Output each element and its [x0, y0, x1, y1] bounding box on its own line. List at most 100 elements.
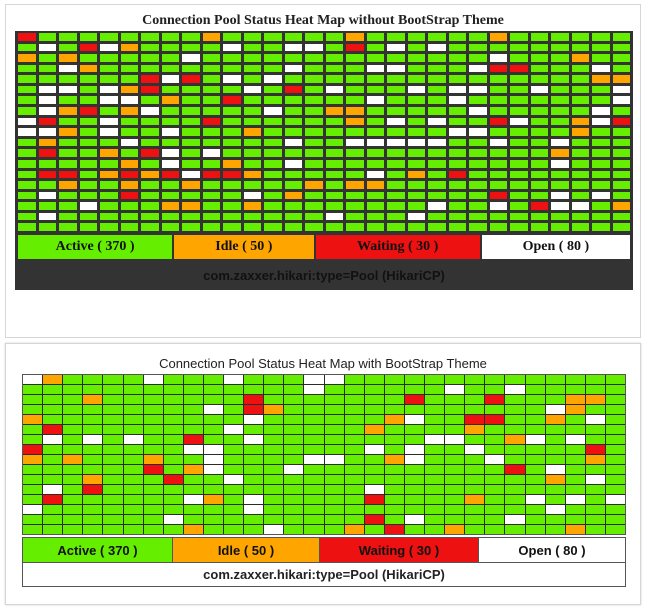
idle-cell	[305, 181, 323, 189]
active-cell	[530, 212, 548, 221]
active-cell	[59, 212, 77, 221]
open-cell	[592, 64, 610, 73]
active-cell	[489, 85, 507, 94]
open-cell	[203, 455, 223, 464]
open-cell	[203, 465, 223, 474]
active-cell	[103, 385, 123, 394]
active-cell	[18, 181, 36, 189]
active-cell	[325, 149, 343, 157]
active-cell	[571, 138, 589, 147]
open-cell	[100, 96, 118, 105]
active-cell	[38, 64, 56, 73]
open-cell	[510, 117, 528, 126]
active-cell	[489, 128, 507, 136]
active-cell	[612, 33, 630, 41]
active-cell	[43, 525, 63, 534]
active-cell	[571, 149, 589, 157]
idle-cell	[161, 96, 179, 105]
active-cell	[469, 170, 487, 179]
active-cell	[489, 75, 507, 83]
active-cell	[141, 33, 159, 41]
active-cell	[387, 128, 405, 136]
active-cell	[565, 375, 585, 384]
open-cell	[445, 435, 465, 444]
active-cell	[366, 191, 384, 200]
active-cell	[324, 435, 344, 444]
active-cell	[428, 75, 446, 83]
open-cell	[387, 117, 405, 126]
open-cell	[23, 375, 43, 384]
active-cell	[23, 395, 43, 404]
panel-title: Connection Pool Status Heat Map with Boo…	[159, 356, 487, 371]
active-cell	[120, 223, 138, 231]
open-cell	[182, 170, 200, 179]
active-cell	[264, 375, 284, 384]
active-cell	[407, 43, 425, 52]
active-cell	[407, 64, 425, 73]
active-cell	[428, 128, 446, 136]
waiting-cell	[505, 465, 525, 474]
active-cell	[571, 33, 589, 41]
open-cell	[59, 85, 77, 94]
active-cell	[100, 33, 118, 41]
idle-cell	[63, 455, 83, 464]
active-cell	[264, 54, 282, 62]
active-cell	[428, 107, 446, 115]
open-cell	[143, 375, 163, 384]
active-cell	[163, 375, 183, 384]
active-cell	[264, 465, 284, 474]
active-cell	[79, 149, 97, 157]
active-cell	[141, 191, 159, 200]
open-cell	[223, 43, 241, 52]
active-cell	[344, 455, 364, 464]
active-cell	[264, 445, 284, 454]
active-cell	[448, 212, 466, 221]
active-cell	[605, 405, 625, 414]
active-cell	[592, 159, 610, 168]
active-cell	[387, 54, 405, 62]
active-cell	[304, 445, 324, 454]
active-cell	[530, 181, 548, 189]
open-cell	[120, 138, 138, 147]
active-cell	[141, 117, 159, 126]
active-cell	[305, 138, 323, 147]
active-cell	[304, 395, 324, 404]
open-cell	[366, 138, 384, 147]
active-cell	[63, 495, 83, 504]
open-cell	[469, 85, 487, 94]
active-cell	[530, 159, 548, 168]
active-cell	[244, 385, 264, 394]
active-cell	[605, 485, 625, 494]
active-cell	[182, 117, 200, 126]
active-cell	[510, 85, 528, 94]
active-cell	[284, 505, 304, 514]
open-cell	[38, 96, 56, 105]
active-cell	[243, 181, 261, 189]
active-cell	[551, 64, 569, 73]
active-cell	[571, 191, 589, 200]
active-cell	[428, 170, 446, 179]
active-cell	[83, 385, 103, 394]
active-cell	[551, 170, 569, 179]
active-cell	[163, 415, 183, 424]
active-cell	[571, 43, 589, 52]
active-cell	[510, 159, 528, 168]
waiting-cell	[183, 435, 203, 444]
active-cell	[448, 54, 466, 62]
active-cell	[103, 435, 123, 444]
active-cell	[551, 96, 569, 105]
waiting-cell	[141, 75, 159, 83]
active-cell	[243, 43, 261, 52]
active-cell	[38, 75, 56, 83]
active-cell	[612, 159, 630, 168]
open-cell	[592, 191, 610, 200]
active-cell	[346, 75, 364, 83]
idle-cell	[489, 33, 507, 41]
active-cell	[485, 435, 505, 444]
idle-cell	[183, 465, 203, 474]
active-cell	[83, 375, 103, 384]
active-cell	[223, 117, 241, 126]
active-cell	[404, 425, 424, 434]
panel-title: Connection Pool Status Heat Map without …	[142, 13, 504, 28]
active-cell	[224, 445, 244, 454]
